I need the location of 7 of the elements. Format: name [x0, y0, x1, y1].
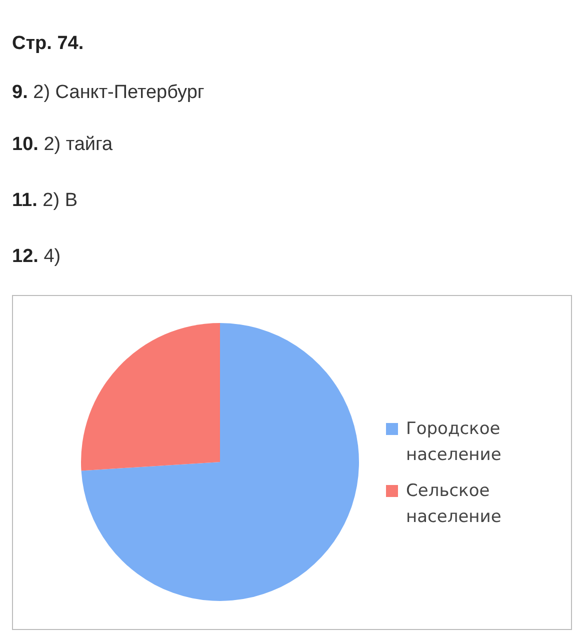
chart-title: Стр. 74. — [12, 33, 84, 55]
text: 9. 2) Санкт-Петербург — [12, 82, 204, 104]
text: 10. 2) тайга — [12, 134, 113, 156]
legend-label: Сельское население — [406, 480, 502, 529]
legend-label: Городское население — [406, 418, 502, 467]
text: 11. 2) В — [12, 190, 78, 212]
text: 12. 4) — [12, 246, 61, 268]
